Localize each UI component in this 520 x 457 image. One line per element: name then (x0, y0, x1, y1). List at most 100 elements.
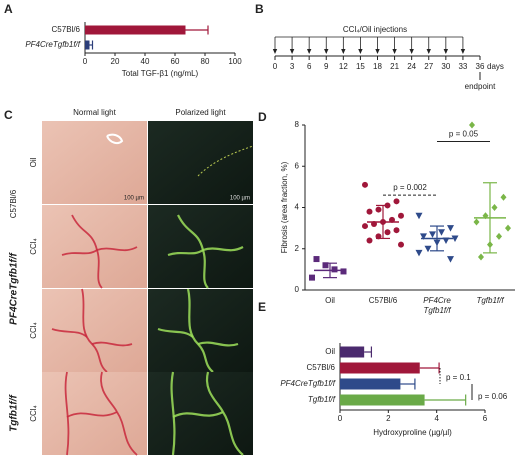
group-label: PF4CreTgfb1f/f (9, 251, 20, 324)
timeline-day: 6 (307, 62, 312, 71)
fiber (186, 288, 214, 373)
timeline-day: 12 (339, 62, 348, 71)
timeline-day: 27 (424, 62, 433, 71)
scale-bar: 100 µm (124, 196, 144, 202)
row-label: Oil (29, 157, 38, 167)
fiber (170, 371, 176, 456)
fiber (64, 371, 70, 456)
arrow-head (426, 49, 431, 54)
row-label: CCl₄ (29, 238, 38, 255)
x-axis-label: Hydroxyproline (µg/µl) (373, 428, 452, 437)
y-tick-label: 0 (295, 285, 300, 294)
fiber (172, 411, 224, 418)
panel-label: E (258, 300, 266, 314)
micrograph (148, 121, 253, 204)
row-label: CCl₄ (29, 405, 38, 422)
fiber (51, 328, 88, 338)
timeline-title: CCl₄/Oil injections (343, 25, 407, 34)
category-label: Oil (325, 347, 335, 356)
data-point (505, 224, 511, 232)
timeline-day: 21 (390, 62, 399, 71)
fiber (197, 341, 239, 347)
fibers (106, 133, 124, 145)
bar (340, 394, 425, 406)
data-point (420, 233, 427, 240)
data-point (322, 262, 329, 269)
timeline-day: 18 (373, 62, 382, 71)
data-point (393, 227, 400, 234)
data-point (398, 241, 404, 248)
fibers (167, 214, 244, 289)
x-tick-label: 20 (111, 57, 120, 66)
arrow-head (324, 49, 329, 54)
arrow-head (460, 49, 466, 54)
fibers (61, 214, 138, 289)
fibers (197, 145, 254, 177)
y-tick-label: 8 (295, 120, 300, 129)
category-label: Tgfb1f/f (476, 296, 504, 305)
vessel (106, 133, 124, 145)
arrow-head (272, 49, 278, 54)
arrow-head (392, 49, 397, 54)
x-tick-label: 6 (483, 414, 488, 423)
micrograph (42, 372, 147, 455)
panel-label: B (255, 2, 264, 16)
fiber (205, 371, 224, 413)
y-axis-label: Fibrosis (area fraction, %) (280, 161, 289, 253)
timeline-unit: days (487, 62, 504, 71)
category-label: C57Bl/6 (369, 296, 398, 305)
annotation: p = 0.06 (478, 392, 508, 401)
data-point (447, 256, 454, 263)
timeline-day: 30 (441, 62, 450, 71)
data-point (424, 245, 432, 253)
x-tick-label: 40 (141, 57, 150, 66)
category-label: PF4CreTgfb1f/f (280, 379, 335, 388)
bar (340, 346, 365, 358)
annotation: p = 0.05 (449, 130, 479, 139)
arrow-head (341, 49, 346, 54)
timeline-day: 3 (290, 62, 295, 71)
arrow-head (409, 49, 414, 54)
data-point (500, 193, 507, 201)
fiber (222, 411, 244, 456)
data-point (491, 204, 498, 211)
data-point (366, 237, 373, 244)
data-point (362, 223, 368, 230)
x-axis-label: Total TGF-β1 (ng/mL) (122, 69, 199, 78)
group-label: C57Bl/6 (9, 189, 18, 218)
x-tick-label: 100 (228, 57, 242, 66)
endpoint-label: endpoint (465, 82, 496, 91)
y-tick-label: 4 (295, 203, 300, 212)
data-point (469, 121, 475, 129)
data-point (429, 231, 436, 238)
timeline-day: 33 (458, 62, 467, 71)
arrow-head (289, 49, 295, 54)
category-label: Tgfb1f/f (308, 395, 336, 404)
fiber (81, 288, 108, 373)
data-point (375, 206, 382, 213)
data-point (473, 218, 480, 226)
x-tick-label: 80 (201, 57, 210, 66)
fiber (100, 371, 118, 413)
y-tick-label: 2 (295, 244, 300, 253)
category-label: Oil (325, 296, 335, 305)
panel-label: D (258, 110, 267, 124)
micrograph (42, 121, 147, 204)
fibers (51, 288, 133, 373)
data-point (496, 232, 502, 240)
fiber (91, 341, 133, 347)
column-header: Normal light (73, 108, 116, 117)
data-point (366, 208, 373, 215)
column-header: Polarized light (175, 108, 226, 117)
annotation: p = 0.1 (446, 373, 471, 382)
arrow-head (358, 49, 363, 54)
x-tick-label: 2 (386, 414, 391, 423)
fiber (61, 249, 98, 256)
data-point (340, 268, 347, 275)
fiber (157, 327, 194, 338)
vessel (197, 145, 254, 177)
data-point (447, 225, 454, 232)
group-label: Tgfb1f/f (9, 394, 20, 432)
x-tick-label: 0 (83, 57, 88, 66)
